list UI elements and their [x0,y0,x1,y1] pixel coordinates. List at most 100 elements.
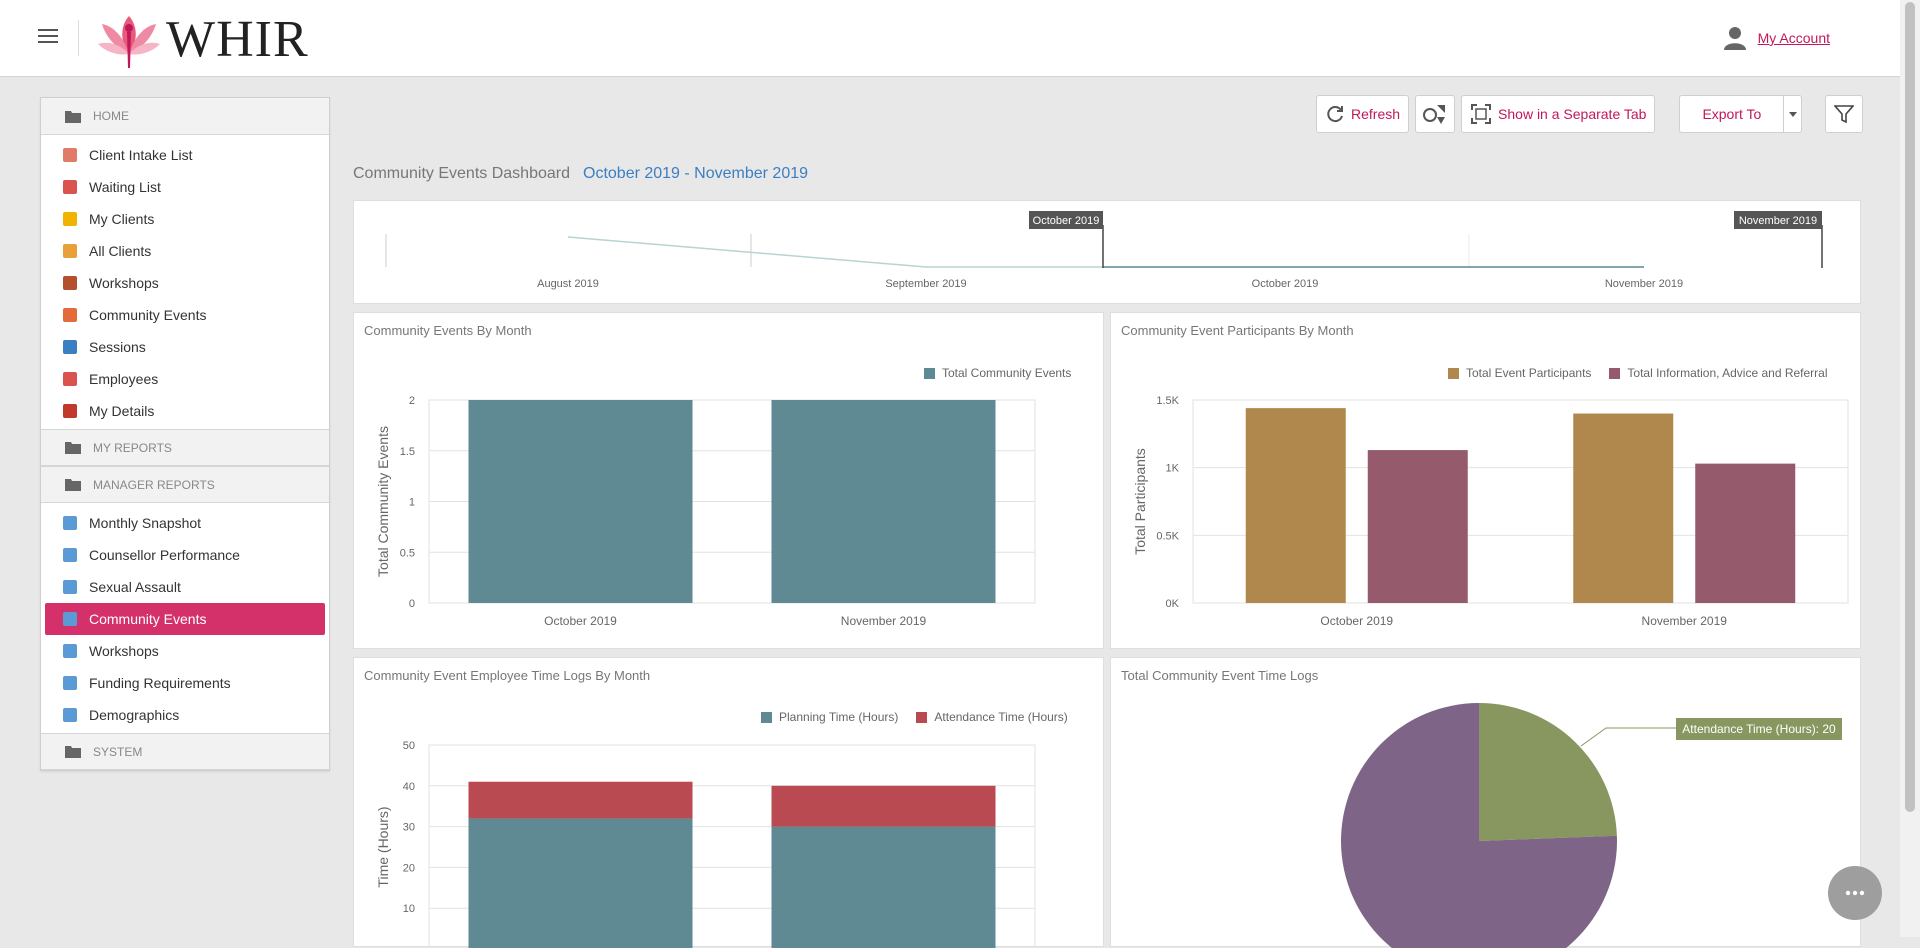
bar [1245,408,1346,603]
sidebar-item[interactable]: All Clients [45,235,325,267]
sidebar-group-label: MY REPORTS [93,440,172,455]
sidebar-item[interactable]: Community Events [45,603,325,635]
x-tick-label: October 2019 [544,614,617,628]
panel-title: Total Community Event Time Logs [1121,668,1319,683]
timeline-label: October 2019 [1252,278,1319,290]
sidebar-item[interactable]: My Details [45,395,325,427]
logo-text: WHIR [166,10,309,68]
sidebar-item[interactable]: My Clients [45,203,325,235]
x-tick-label: November 2019 [1642,614,1728,628]
legend-item[interactable]: Planning Time (Hours) [761,710,898,724]
lotus-logo-icon [98,16,160,68]
legend-swatch [924,367,935,379]
filter-button[interactable] [1825,95,1863,133]
sidebar-item[interactable]: Employees [45,363,325,395]
chart-options-button[interactable] [1415,95,1456,133]
sidebar-item[interactable]: Workshops [45,267,325,299]
sidebar-item-label: My Details [89,403,155,419]
sidebar-group[interactable]: MANAGER REPORTS [41,466,329,503]
sidebar-item-icon [63,580,77,594]
expand-icon [1471,104,1492,124]
y-tick-label: 2 [409,395,415,407]
time-logs-pie-chart: Attendance Time (Hours): 20 [1341,703,1842,948]
more-icon [1845,890,1865,896]
sidebar-item-label: Sexual Assault [89,579,181,595]
sidebar-item-label: Counsellor Performance [89,547,240,563]
sidebar-item-icon [63,148,77,162]
legend-item[interactable]: Total Information, Advice and Referral [1609,366,1828,380]
sidebar-nav: HOME Client Intake List Waiting List My Cli… [40,97,330,771]
sidebar-item[interactable]: Demographics [45,699,325,731]
sidebar-group-label: MANAGER REPORTS [93,477,215,492]
sidebar-item-label: Community Events [89,611,207,627]
header-divider [78,20,79,56]
sidebar-item-icon [63,548,77,562]
legend-item[interactable]: Total Community Events [924,366,1071,380]
sidebar-item[interactable]: Community Events [45,299,325,331]
sidebar-item-label: Demographics [89,707,180,723]
chat-fab-button[interactable] [1828,866,1882,920]
selected-range[interactable] [1103,231,1822,268]
range-selector-panel[interactable]: October 2019 November 2019 August 2019 S… [353,200,1861,304]
refresh-button[interactable]: Refresh [1316,95,1410,133]
panel-title: Community Event Employee Time Logs By Mo… [364,668,651,683]
export-dropdown[interactable] [1783,96,1801,132]
pie-slice [1479,703,1617,841]
sidebar-item[interactable]: Client Intake List [45,139,325,171]
logo[interactable]: WHIR [96,8,309,70]
legend-label: Planning Time (Hours) [779,710,899,724]
timeline-label: August 2019 [537,278,599,290]
sidebar-group[interactable]: HOME [41,98,329,135]
filter-icon [1834,105,1854,124]
legend-label: Total Information, Advice and Referral [1627,366,1828,380]
participants-by-month-panel: Community Event Participants By Month To… [1110,312,1861,649]
sidebar-group[interactable]: MY REPORTS [41,429,329,466]
sidebar-item[interactable]: Monthly Snapshot [45,507,325,539]
show-separate-tab-button[interactable]: Show in a Separate Tab [1461,95,1656,133]
end-marker-label: November 2019 [1739,215,1817,227]
range-selector[interactable]: October 2019 November 2019 August 2019 S… [354,201,1862,305]
legend-item[interactable]: Attendance Time (Hours) [916,710,1068,724]
sidebar-item-icon [63,372,77,386]
scrollbar-thumb[interactable] [1905,2,1915,812]
sidebar-item-list: Client Intake List Waiting List My Clients… [41,135,329,429]
my-account-link[interactable]: My Account [1757,30,1830,46]
sidebar-item-label: Sessions [89,339,146,355]
page-scrollbar[interactable] [1900,0,1920,937]
y-tick-label: 20 [403,862,415,874]
sidebar-item[interactable]: Waiting List [45,171,325,203]
export-button[interactable]: Export To [1679,95,1803,133]
sidebar-item[interactable]: Sessions [45,331,325,363]
sidebar-item-label: Client Intake List [89,147,193,163]
legend-label: Total Community Events [942,366,1072,380]
caret-down-icon [1788,111,1797,117]
menu-icon[interactable] [38,29,58,45]
sidebar-item-icon [63,612,77,626]
bar [468,781,693,819]
sidebar-group[interactable]: SYSTEM [41,733,329,770]
chart-legend: Planning Time (Hours) Attendance Time (H… [761,710,1068,724]
y-axis-label: Time (Hours) [375,806,391,887]
panel-title: Community Event Participants By Month [1121,323,1354,338]
sidebar-item-label: Funding Requirements [89,675,231,691]
sidebar-item-icon [63,340,77,354]
y-tick-label: 0 [409,598,415,610]
sidebar-item-icon [63,276,77,290]
total-time-logs-panel: Total Community Event Time Logs Attendan… [1110,657,1861,948]
sidebar-item-label: Workshops [89,643,159,659]
sidebar-item[interactable]: Sexual Assault [45,571,325,603]
y-tick-label: 10 [403,903,415,915]
legend-swatch [1609,367,1621,379]
folder-icon [65,746,81,758]
sidebar-item[interactable]: Workshops [45,635,325,667]
bar [1573,413,1674,603]
legend-swatch [761,711,772,723]
legend-label: Attendance Time (Hours) [934,710,1068,724]
legend-item[interactable]: Total Event Participants [1448,366,1591,380]
bar [771,826,996,948]
sidebar-item[interactable]: Counsellor Performance [45,539,325,571]
bar [1695,463,1796,603]
sidebar-item[interactable]: Funding Requirements [45,667,325,699]
start-marker-label: October 2019 [1033,215,1100,227]
